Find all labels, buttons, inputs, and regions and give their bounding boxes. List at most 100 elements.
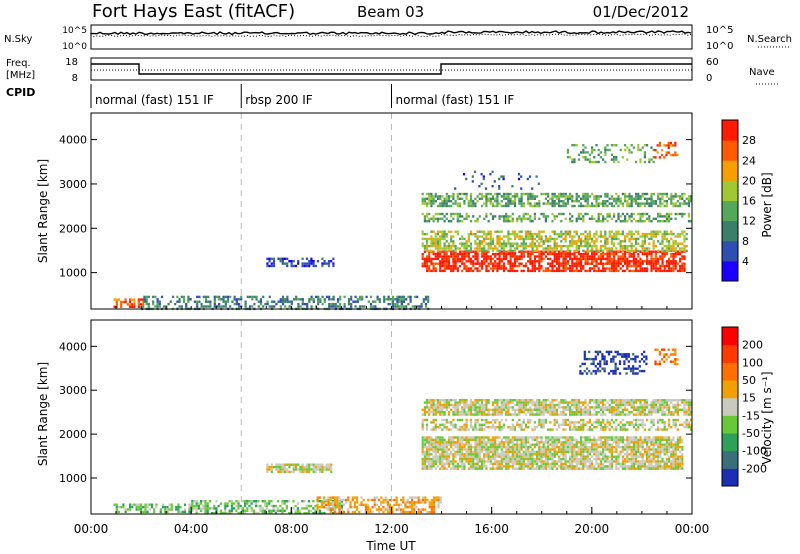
heatmap-cell [650,200,653,203]
heatmap-cell [580,252,583,256]
heatmap-cell [176,300,179,303]
heatmap-cell [177,510,180,514]
heatmap-cell [595,160,598,164]
heatmap-cell [549,269,552,273]
heatmap-cell [676,462,679,466]
heatmap-cell [676,235,679,238]
heatmap-cell [480,252,484,256]
heatmap-cell [571,455,574,458]
heatmap-cell [518,448,521,451]
heatmap-cell [467,232,470,236]
heatmap-cell [553,215,556,218]
heatmap-cell [509,244,512,248]
heatmap-cell [679,204,682,208]
heatmap-cell [619,247,622,250]
heatmap-cell [142,298,145,301]
heatmap-cell [113,305,116,308]
heatmap-cell [115,503,118,506]
heatmap-cell [536,247,539,250]
heatmap-cell [507,460,510,463]
heatmap-cell [353,496,356,499]
heatmap-cell [588,441,591,444]
heatmap-cell [536,460,539,463]
heatmap-cell [617,204,620,208]
heatmap-cell [558,244,561,248]
heatmap-cell [637,255,640,258]
heatmap-cell [551,202,554,205]
heatmap-cell [489,421,492,424]
heatmap-cell [604,240,607,243]
y-tick-label: 3000 [59,178,87,191]
heatmap-cell [615,247,618,250]
heatmap-cell [582,192,585,196]
heatmap-cell [428,465,431,468]
heatmap-cell [476,195,479,198]
heatmap-cell [319,465,322,469]
heatmap-cell [573,438,576,442]
heatmap-cell [597,235,600,238]
heatmap-cell [518,230,521,233]
heatmap-cell [676,467,679,470]
heatmap-cell [496,453,499,456]
heatmap-cell [667,146,670,149]
heatmap-cell [524,453,528,456]
heatmap-cell [178,300,181,303]
heatmap-cell [252,512,255,515]
heatmap-cell [494,462,497,466]
heatmap-cell [575,438,578,442]
heatmap-cell [518,235,521,238]
heatmap-cell [434,200,437,203]
heatmap-cell [657,465,660,468]
heatmap-cell [505,441,508,444]
heatmap-cell [436,257,440,261]
heatmap-cell [577,450,580,454]
heatmap-cell [439,264,442,268]
heatmap-cell [518,457,521,461]
heatmap-cell [327,468,331,471]
heatmap-cell [538,257,541,261]
heatmap-cell [347,298,351,301]
heatmap-cell [522,204,525,208]
heatmap-cell [626,267,629,270]
heatmap-cell [580,438,583,442]
heatmap-cell [635,453,638,456]
heatmap-cell [458,260,462,263]
heatmap-cell [577,441,580,444]
heatmap-cell [577,204,580,208]
heatmap-cell [654,230,657,233]
heatmap-cell [529,455,532,458]
heatmap-cell [447,255,451,258]
heatmap-cell [538,467,541,470]
heatmap-cell [498,202,501,205]
heatmap-cell [452,249,455,253]
heatmap-cell [303,470,306,474]
heatmap-cell [584,448,587,451]
heatmap-cell [268,500,271,503]
heatmap-cell [643,160,646,164]
heatmap-cell [340,500,343,503]
heatmap-cell [650,204,653,208]
heatmap-cell [531,220,534,223]
heatmap-cell [602,445,605,449]
heatmap-cell [613,215,616,218]
heatmap-cell [226,502,229,505]
heatmap-cell [456,247,459,250]
heatmap-cell [580,453,583,456]
heatmap-cell [496,264,499,268]
heatmap-cell [569,244,572,248]
heatmap-cell [478,450,481,454]
heatmap-cell [303,302,307,306]
heatmap-cell [257,512,260,515]
heatmap-cell [617,467,620,470]
heatmap-cell [428,462,431,466]
heatmap-cell [509,457,512,461]
heatmap-cell [626,158,629,161]
heatmap-cell [369,295,373,299]
heatmap-cell [564,448,567,451]
heatmap-cell [159,510,162,514]
heatmap-cell [637,450,640,454]
heatmap-cell [538,441,541,444]
heatmap-cell [480,448,484,451]
heatmap-cell [452,252,455,256]
